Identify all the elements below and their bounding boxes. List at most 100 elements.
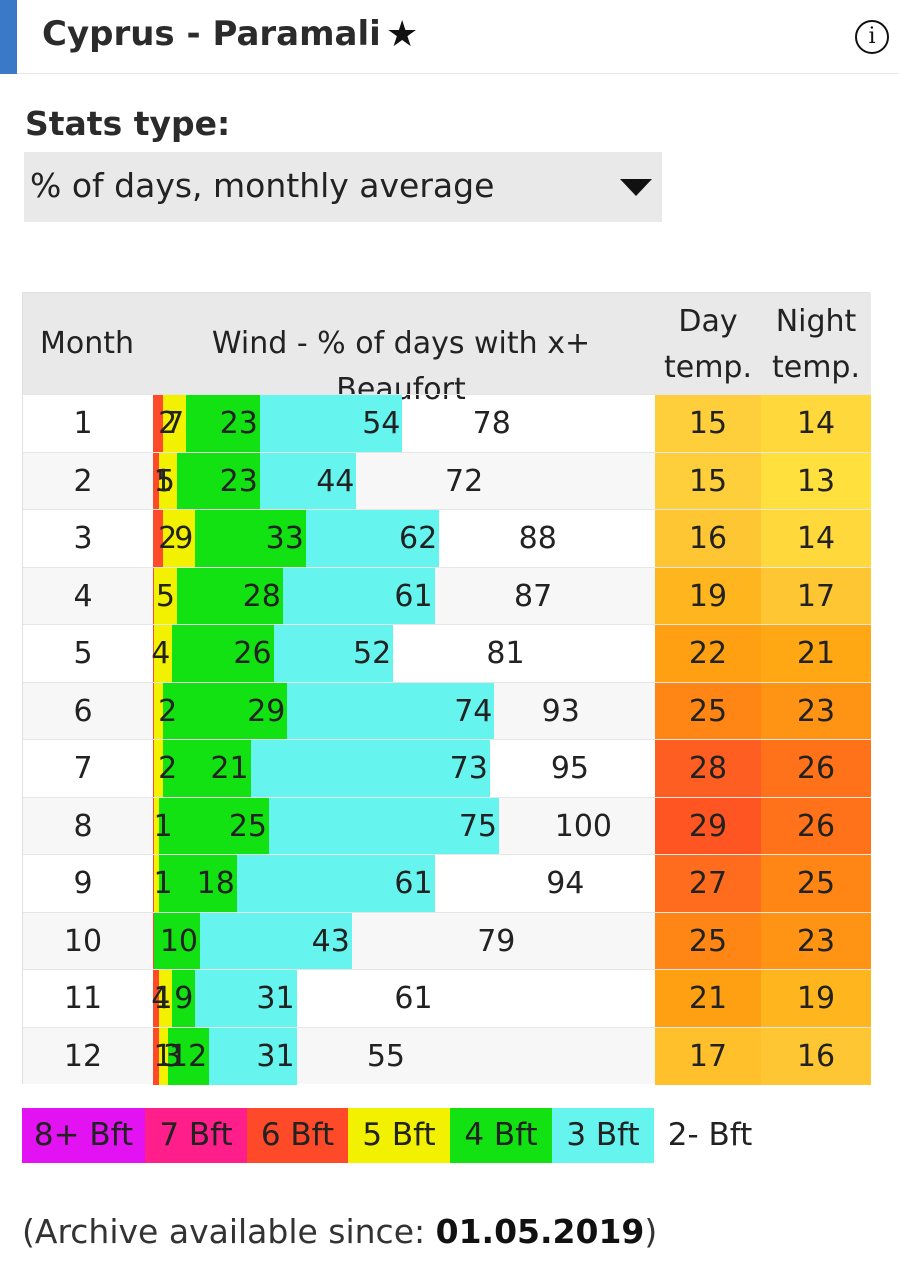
- stats-type-value: % of days, monthly average: [30, 166, 495, 205]
- night-temp-cell: 23: [761, 682, 871, 740]
- month-cell: 9: [73, 866, 93, 901]
- wind-value-label: 23: [219, 406, 258, 441]
- wind-value-label: 100: [554, 808, 612, 844]
- wind-bar: 2 21 73 95: [23, 740, 655, 797]
- wind-value-label: 2: [158, 751, 178, 786]
- legend-item-8-bft: 8+ Bft: [22, 1108, 145, 1163]
- table-row: 1 2 7 23 54 78 15 14: [23, 394, 871, 452]
- day-temp-cell: 25: [655, 682, 761, 740]
- wind-bar: 1 4 9 31 61: [23, 970, 655, 1027]
- wind-segment-4-bft: [158, 797, 269, 855]
- night-temp-cell: 26: [761, 740, 871, 797]
- wind-stats-table: Month Wind - % of days with x+ Beaufort …: [22, 292, 871, 1085]
- wind-bar: 5 28 61 87: [23, 567, 655, 625]
- day-temp-cell: 25: [655, 912, 761, 970]
- night-temp-cell: 14: [761, 395, 871, 452]
- month-cell: 1: [73, 406, 93, 441]
- wind-value-label: 81: [486, 636, 525, 671]
- info-icon[interactable]: i: [855, 20, 889, 54]
- wind-value-label: 62: [399, 521, 438, 556]
- wind-segment-4-bft: [167, 1027, 210, 1085]
- night-temp-cell: 13: [761, 452, 871, 510]
- wind-segment-4-bft: [163, 740, 251, 797]
- wind-segment-5-bft: [158, 970, 173, 1027]
- wind-segment-5-bft: [158, 1027, 168, 1085]
- wind-value-label: 79: [477, 923, 516, 959]
- wind-segment-4-bft: [163, 682, 288, 740]
- wind-value-label: 1: [153, 463, 173, 499]
- wind-segment-3-bft: [195, 970, 297, 1027]
- legend-item-4-bft: 4 Bft: [450, 1108, 552, 1163]
- day-temp-cell: 27: [655, 855, 761, 912]
- wind-segment-3-bft: [236, 855, 435, 912]
- table-row: 9 1 18 61 94 27 25: [23, 854, 871, 912]
- day-temp-cell: 19: [655, 567, 761, 625]
- wind-value-label: 95: [550, 751, 589, 786]
- wind-bar: 2 7 23 54 78: [23, 395, 655, 452]
- wind-segment-4-bft: [177, 452, 260, 510]
- stats-type-label: Stats type:: [25, 104, 231, 143]
- favorite-star-icon[interactable]: ★: [386, 14, 419, 55]
- app-header: Cyprus - Paramali ★ i: [0, 0, 899, 74]
- wind-segment-5-bft: [154, 682, 164, 740]
- wind-segment-3-bft: [269, 797, 499, 855]
- table-row: 8 1 25 75 100 29 26: [23, 796, 871, 855]
- wind-value-label: 4: [151, 981, 171, 1016]
- wind-segment-6-bft: [154, 452, 159, 510]
- wind-value-label: 26: [233, 636, 272, 671]
- wind-value-label: 44: [316, 463, 355, 499]
- wind-value-label: 52: [353, 636, 392, 671]
- wind-value-label: 1: [153, 808, 173, 844]
- wind-value-label: 4: [151, 636, 171, 671]
- wind-value-label: 1: [153, 981, 173, 1016]
- day-temp-cell: 15: [655, 395, 761, 452]
- stats-type-select[interactable]: % of days, monthly average: [24, 152, 662, 222]
- wind-value-label: 5: [155, 578, 175, 614]
- wind-bar: 1 3 12 31 55: [23, 1027, 655, 1085]
- header-day-temp: Day temp.: [655, 299, 761, 391]
- header-night-temp: Night temp.: [761, 299, 871, 391]
- wind-value-label: 43: [311, 923, 350, 959]
- wind-bar: 4 26 52 81: [23, 625, 655, 682]
- wind-segment-3-bft: [250, 740, 490, 797]
- table-row: 7 2 21 73 95 28 26: [23, 739, 871, 797]
- wind-value-label: 2: [158, 406, 178, 441]
- archive-suffix: ): [644, 1212, 658, 1251]
- wind-bar: 2 29 74 93: [23, 682, 655, 740]
- wind-value-label: 94: [546, 866, 585, 901]
- wind-value-label: 73: [449, 751, 488, 786]
- page-title: Cyprus - Paramali: [42, 14, 381, 54]
- wind-value-label: 33: [265, 521, 304, 556]
- wind-segment-5-bft: [154, 740, 164, 797]
- wind-segment-3-bft: [305, 510, 440, 567]
- wind-segment-6-bft: [154, 1027, 159, 1085]
- wind-value-label: 88: [518, 521, 557, 556]
- wind-segment-4-bft: [154, 912, 200, 970]
- header-night-temp-line1: Night: [775, 304, 857, 339]
- wind-segment-5-bft: [154, 567, 177, 625]
- wind-value-label: 25: [228, 808, 267, 844]
- table-row: 6 2 29 74 93 25 23: [23, 681, 871, 740]
- wind-value-label: 54: [362, 406, 401, 441]
- table-row: 3 2 9 33 62 88 16 14: [23, 509, 871, 567]
- wind-value-label: 72: [445, 463, 484, 499]
- wind-bar: 10 43 79: [23, 912, 655, 970]
- header-wind: Wind - % of days with x+ Beaufort: [211, 326, 591, 407]
- wind-value-label: 2: [158, 521, 178, 556]
- day-temp-cell: 22: [655, 625, 761, 682]
- wind-segment-4-bft: [172, 970, 196, 1027]
- wind-value-label: 2: [158, 693, 178, 729]
- table-header: Month Wind - % of days with x+ Beaufort …: [23, 293, 871, 407]
- wind-value-label: 23: [219, 463, 258, 499]
- wind-value-label: 5: [155, 463, 175, 499]
- wind-segment-4-bft: [172, 625, 274, 682]
- wind-segment-5-bft: [154, 855, 159, 912]
- wind-value-label: 7: [165, 406, 185, 441]
- wind-segment-3-bft: [259, 395, 403, 452]
- wind-segment-5-bft: [163, 510, 196, 567]
- wind-value-label: 3: [162, 1038, 182, 1074]
- table-row: 5 4 26 52 81 22 21: [23, 624, 871, 682]
- wind-value-label: 1: [153, 866, 173, 901]
- month-cell: 12: [63, 1038, 103, 1074]
- header-day-temp-line1: Day: [678, 304, 738, 339]
